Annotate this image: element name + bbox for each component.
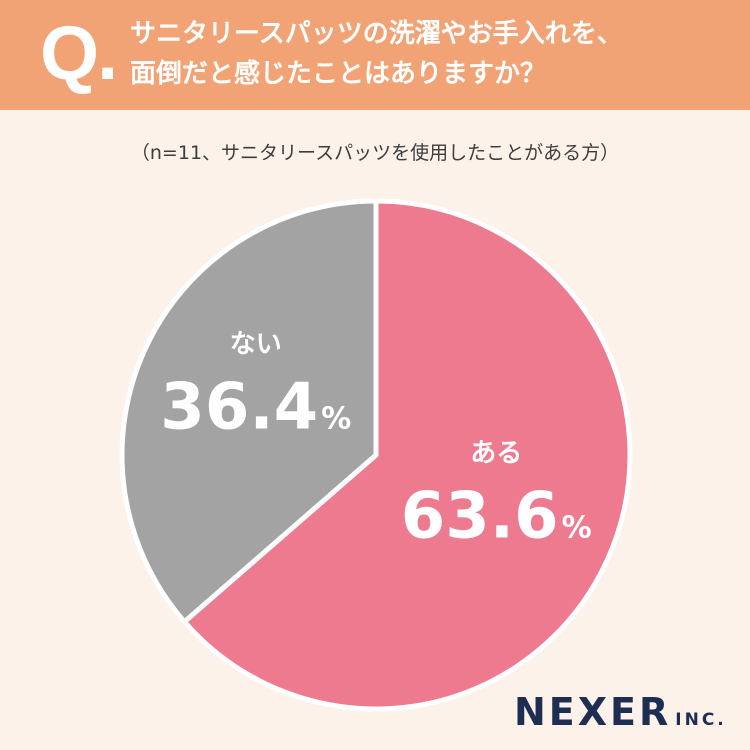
slice-value-label: 36.4% bbox=[160, 370, 351, 444]
question-banner: Q. サニタリースパッツの洗濯やお手入れを、 面倒だと感じたことはありますか？ bbox=[0, 0, 750, 110]
q-mark: Q. bbox=[40, 11, 118, 96]
slice-category-label: ない bbox=[230, 329, 282, 359]
question-text: サニタリースパッツの洗濯やお手入れを、 面倒だと感じたことはありますか？ bbox=[130, 14, 730, 94]
brand-logo: NEXER INC. bbox=[514, 690, 727, 734]
sample-note: （n=11、サニタリースパッツを使用したことがある方） bbox=[130, 142, 620, 164]
pie-slice-1 bbox=[181, 198, 633, 712]
slice-label-2: ない 36.4% bbox=[160, 329, 351, 444]
question-line-2: 面倒だと感じたことはありますか？ bbox=[130, 59, 547, 89]
brand-suffix: INC. bbox=[675, 710, 727, 730]
pie-slice-2 bbox=[119, 198, 379, 625]
slice-value-label: 63.6% bbox=[401, 480, 592, 554]
brand-name: NEXER bbox=[514, 690, 672, 734]
slice-label-1: ある 63.6% bbox=[401, 439, 592, 554]
slice-category-label: ある bbox=[470, 439, 522, 469]
question-line-1: サニタリースパッツの洗濯やお手入れを、 bbox=[130, 19, 623, 49]
